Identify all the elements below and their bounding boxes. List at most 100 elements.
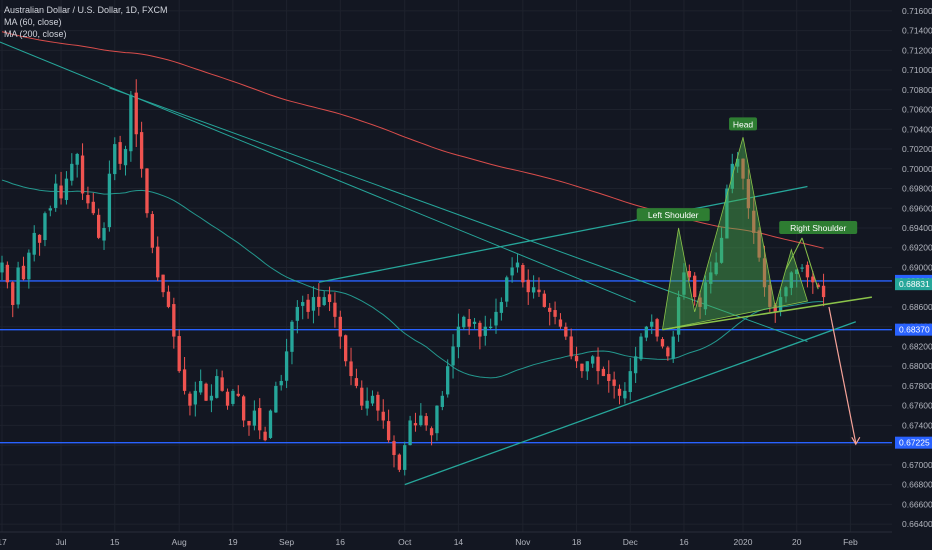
candle-body xyxy=(338,316,342,337)
candle-body xyxy=(617,388,622,396)
candle xyxy=(0,255,4,281)
candle-body xyxy=(805,264,810,278)
y-tick-label: 0.68000 xyxy=(902,361,932,371)
candle xyxy=(32,225,36,262)
candle-body xyxy=(687,270,691,278)
candle xyxy=(494,298,498,334)
candle xyxy=(472,317,477,329)
candle-body xyxy=(440,395,444,407)
candle xyxy=(591,355,595,368)
candle-body xyxy=(773,305,777,312)
candle xyxy=(11,281,15,318)
candle-body xyxy=(435,405,439,434)
candle-body xyxy=(392,441,396,456)
candle-body xyxy=(365,400,369,409)
candle xyxy=(650,314,654,335)
candle-body xyxy=(703,282,708,310)
candle-body xyxy=(725,188,729,239)
candles xyxy=(0,79,826,476)
candle xyxy=(338,310,342,349)
candle xyxy=(596,347,600,385)
candle-body xyxy=(596,356,600,372)
candle xyxy=(204,382,208,402)
legend-ma60[interactable]: MA (60, close) xyxy=(4,17,62,27)
candle xyxy=(134,79,138,148)
candle xyxy=(215,369,219,399)
candle-body xyxy=(462,316,466,328)
candle-body xyxy=(199,380,203,393)
pattern-label-text: Head xyxy=(733,119,754,129)
candle-body xyxy=(16,267,20,305)
x-tick-label: 16 xyxy=(336,537,346,547)
candle xyxy=(354,368,359,389)
candle-body xyxy=(70,163,74,181)
candle xyxy=(322,291,326,307)
candle-body xyxy=(644,326,649,338)
candle xyxy=(757,227,761,262)
candle-body xyxy=(37,234,42,243)
candle xyxy=(91,192,95,216)
candle xyxy=(805,261,810,288)
candle-body xyxy=(370,395,375,404)
candle-body xyxy=(397,454,402,470)
candle xyxy=(671,330,675,363)
legend-ma200[interactable]: MA (200, close) xyxy=(4,29,67,39)
candle-body xyxy=(236,393,240,396)
price-axis[interactable]: 0.664000.666000.668000.670000.672000.674… xyxy=(895,6,932,529)
candle xyxy=(580,363,584,378)
candle xyxy=(301,295,305,320)
candle xyxy=(789,271,794,296)
candle xyxy=(499,297,504,321)
candle xyxy=(145,168,149,218)
candle-body xyxy=(290,321,294,352)
candle-body xyxy=(735,158,740,167)
candle-body xyxy=(488,326,493,329)
candle-body xyxy=(510,267,514,276)
candle-body xyxy=(650,321,654,327)
candle xyxy=(768,279,772,313)
x-tick-label: 16 xyxy=(679,537,689,547)
y-tick-label: 0.71400 xyxy=(902,26,932,36)
candle xyxy=(633,346,638,384)
candle xyxy=(548,303,552,326)
candle xyxy=(306,293,310,319)
candle-body xyxy=(381,411,385,421)
candle-body xyxy=(48,208,52,211)
candle-body xyxy=(403,445,407,470)
candle-body xyxy=(778,297,783,312)
candle xyxy=(558,313,563,329)
candle-body xyxy=(526,279,530,293)
candle-body xyxy=(241,396,246,421)
candle-body xyxy=(231,390,235,404)
candle xyxy=(440,391,444,411)
time-axis[interactable]: 17Jul15Aug19Sep16Oct14Nov18Dec16202020Fe… xyxy=(0,531,892,547)
candle-body xyxy=(478,322,482,337)
x-tick-label: 17 xyxy=(0,537,7,547)
candle-body xyxy=(623,390,627,399)
candle-body xyxy=(816,284,820,288)
candle-body xyxy=(585,361,589,372)
candle-body xyxy=(188,393,192,406)
x-tick-label: 2020 xyxy=(734,537,753,547)
candle-body xyxy=(64,178,69,200)
candle-body xyxy=(247,420,251,426)
y-tick-label: 0.66600 xyxy=(902,499,932,509)
candle-body xyxy=(118,142,122,164)
candle xyxy=(526,269,530,305)
candle-body xyxy=(129,94,133,152)
candle-body xyxy=(531,287,536,293)
candle-body xyxy=(741,158,745,179)
candle-body xyxy=(86,195,90,204)
candle-body xyxy=(483,326,487,336)
candle-body xyxy=(800,267,804,269)
candle xyxy=(574,346,579,369)
candle xyxy=(16,261,20,309)
chart-title[interactable]: Australian Dollar / U.S. Dollar, 1D, FXC… xyxy=(4,5,168,15)
candle xyxy=(107,160,112,232)
price-flag-text: 0.68370 xyxy=(899,325,930,335)
candle xyxy=(478,320,482,350)
candle-body xyxy=(172,304,176,337)
candle xyxy=(752,197,756,244)
price-flag-bg xyxy=(895,436,932,449)
